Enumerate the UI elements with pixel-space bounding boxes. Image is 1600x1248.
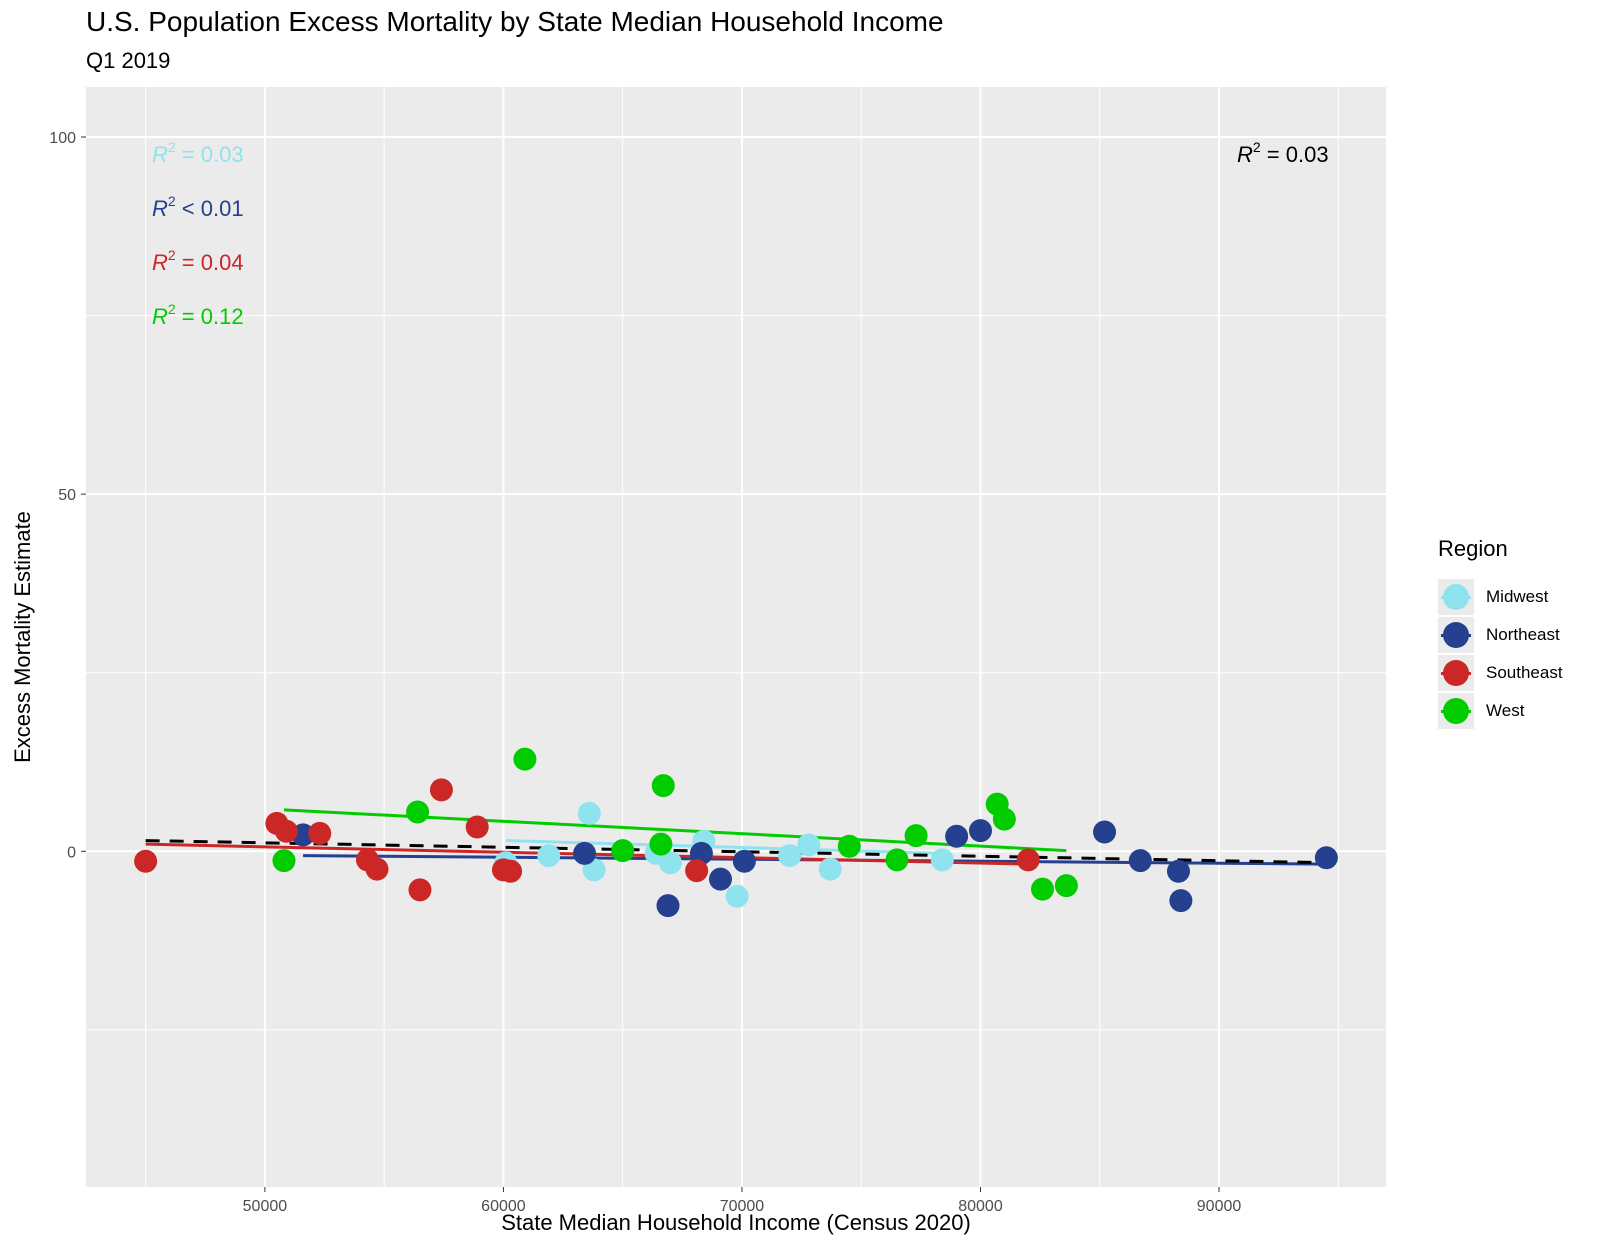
data-point-southeast <box>1016 848 1040 872</box>
legend-title: Region <box>1438 536 1508 561</box>
data-point-midwest <box>778 844 802 868</box>
data-point-west <box>885 848 909 872</box>
trend-line-midwest <box>505 839 943 855</box>
x-tick-label: 80000 <box>958 1198 1003 1215</box>
data-point-midwest <box>797 833 821 857</box>
data-point-midwest <box>658 851 682 875</box>
data-point-northeast <box>1166 859 1190 883</box>
data-point-west <box>904 824 928 848</box>
y-axis-title: Excess Mortality Estimate <box>10 511 35 763</box>
x-tick-label: 90000 <box>1197 1198 1242 1215</box>
data-point-southeast <box>685 859 709 883</box>
legend-dot <box>1443 698 1469 724</box>
r2-label-overall: R2 = 0.03 <box>1237 139 1329 167</box>
data-point-southeast <box>429 778 453 802</box>
data-point-southeast <box>465 815 489 839</box>
r2-layer: R2 = 0.03 R2 < 0.01 R2 = 0.04 R2 = 0.12 R2 =… <box>152 139 1329 329</box>
x-tick-label: 50000 <box>243 1198 288 1215</box>
data-point-southeast <box>365 857 389 881</box>
axis-layer: 50000 60000 70000 80000 90000 0 50 100 <box>49 130 1241 1215</box>
grid-layer <box>86 87 1386 1187</box>
data-point-southeast <box>308 821 332 845</box>
legend-label: Midwest <box>1486 587 1549 606</box>
data-point-west <box>272 849 296 873</box>
data-point-west <box>611 839 635 863</box>
data-point-west <box>992 807 1016 831</box>
data-point-northeast <box>1093 820 1117 844</box>
data-point-west <box>651 774 675 798</box>
legend-dot <box>1443 622 1469 648</box>
data-point-southeast <box>274 819 298 843</box>
data-point-midwest <box>725 884 749 908</box>
data-point-midwest <box>930 848 954 872</box>
legend-label: West <box>1486 701 1525 720</box>
r2-label-northeast: R2 < 0.01 <box>152 193 244 221</box>
legend-key <box>1438 655 1474 691</box>
point-layer <box>134 747 1338 918</box>
r2-label-southeast: R2 = 0.04 <box>152 247 244 275</box>
y-tick-label: 100 <box>49 130 76 147</box>
legend-key <box>1438 693 1474 729</box>
data-point-northeast <box>656 894 680 918</box>
x-axis-title: State Median Household Income (Census 20… <box>501 1210 971 1235</box>
r2-label-midwest: R2 = 0.03 <box>152 139 244 167</box>
data-point-west <box>1054 874 1078 898</box>
legend-dot <box>1443 584 1469 610</box>
legend-label: Northeast <box>1486 625 1560 644</box>
data-point-northeast <box>968 819 992 843</box>
legend-item-southeast: Southeast <box>1438 654 1588 692</box>
data-point-northeast <box>1128 849 1152 873</box>
data-point-west <box>649 832 673 856</box>
r2-label-west: R2 = 0.12 <box>152 301 244 329</box>
legend: Region Midwest Northeast Southeast West <box>1438 536 1588 730</box>
data-point-northeast <box>945 824 969 848</box>
plot-panel <box>86 87 1386 1187</box>
data-point-west <box>1031 877 1055 901</box>
chart-title: U.S. Population Excess Mortality by Stat… <box>86 6 944 37</box>
y-tick-label: 0 <box>67 844 76 861</box>
legend-key <box>1438 579 1474 615</box>
legend-item-west: West <box>1438 692 1588 730</box>
data-point-west <box>837 834 861 858</box>
data-point-northeast <box>573 841 597 865</box>
x-tick-label: 60000 <box>481 1198 526 1215</box>
data-point-northeast <box>732 849 756 873</box>
data-point-southeast <box>408 878 432 902</box>
data-point-northeast <box>1169 889 1193 913</box>
data-point-midwest <box>537 844 561 868</box>
data-point-southeast <box>134 849 158 873</box>
legend-key <box>1438 617 1474 653</box>
data-point-west <box>513 747 537 771</box>
legend-item-northeast: Northeast <box>1438 616 1588 654</box>
data-point-northeast <box>1314 846 1338 870</box>
y-tick-label: 50 <box>58 487 76 504</box>
data-point-northeast <box>708 867 732 891</box>
data-point-west <box>406 800 430 824</box>
legend-item-midwest: Midwest <box>1438 578 1588 616</box>
data-point-southeast <box>499 859 523 883</box>
x-tick-label: 70000 <box>720 1198 765 1215</box>
data-point-midwest <box>577 801 601 825</box>
data-point-midwest <box>818 857 842 881</box>
legend-dot <box>1443 660 1469 686</box>
legend-items: Midwest Northeast Southeast West <box>1438 578 1588 730</box>
chart-subtitle: Q1 2019 <box>86 48 171 73</box>
legend-label: Southeast <box>1486 663 1563 682</box>
